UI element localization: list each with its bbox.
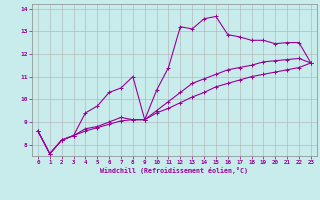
X-axis label: Windchill (Refroidissement éolien,°C): Windchill (Refroidissement éolien,°C): [100, 167, 248, 174]
